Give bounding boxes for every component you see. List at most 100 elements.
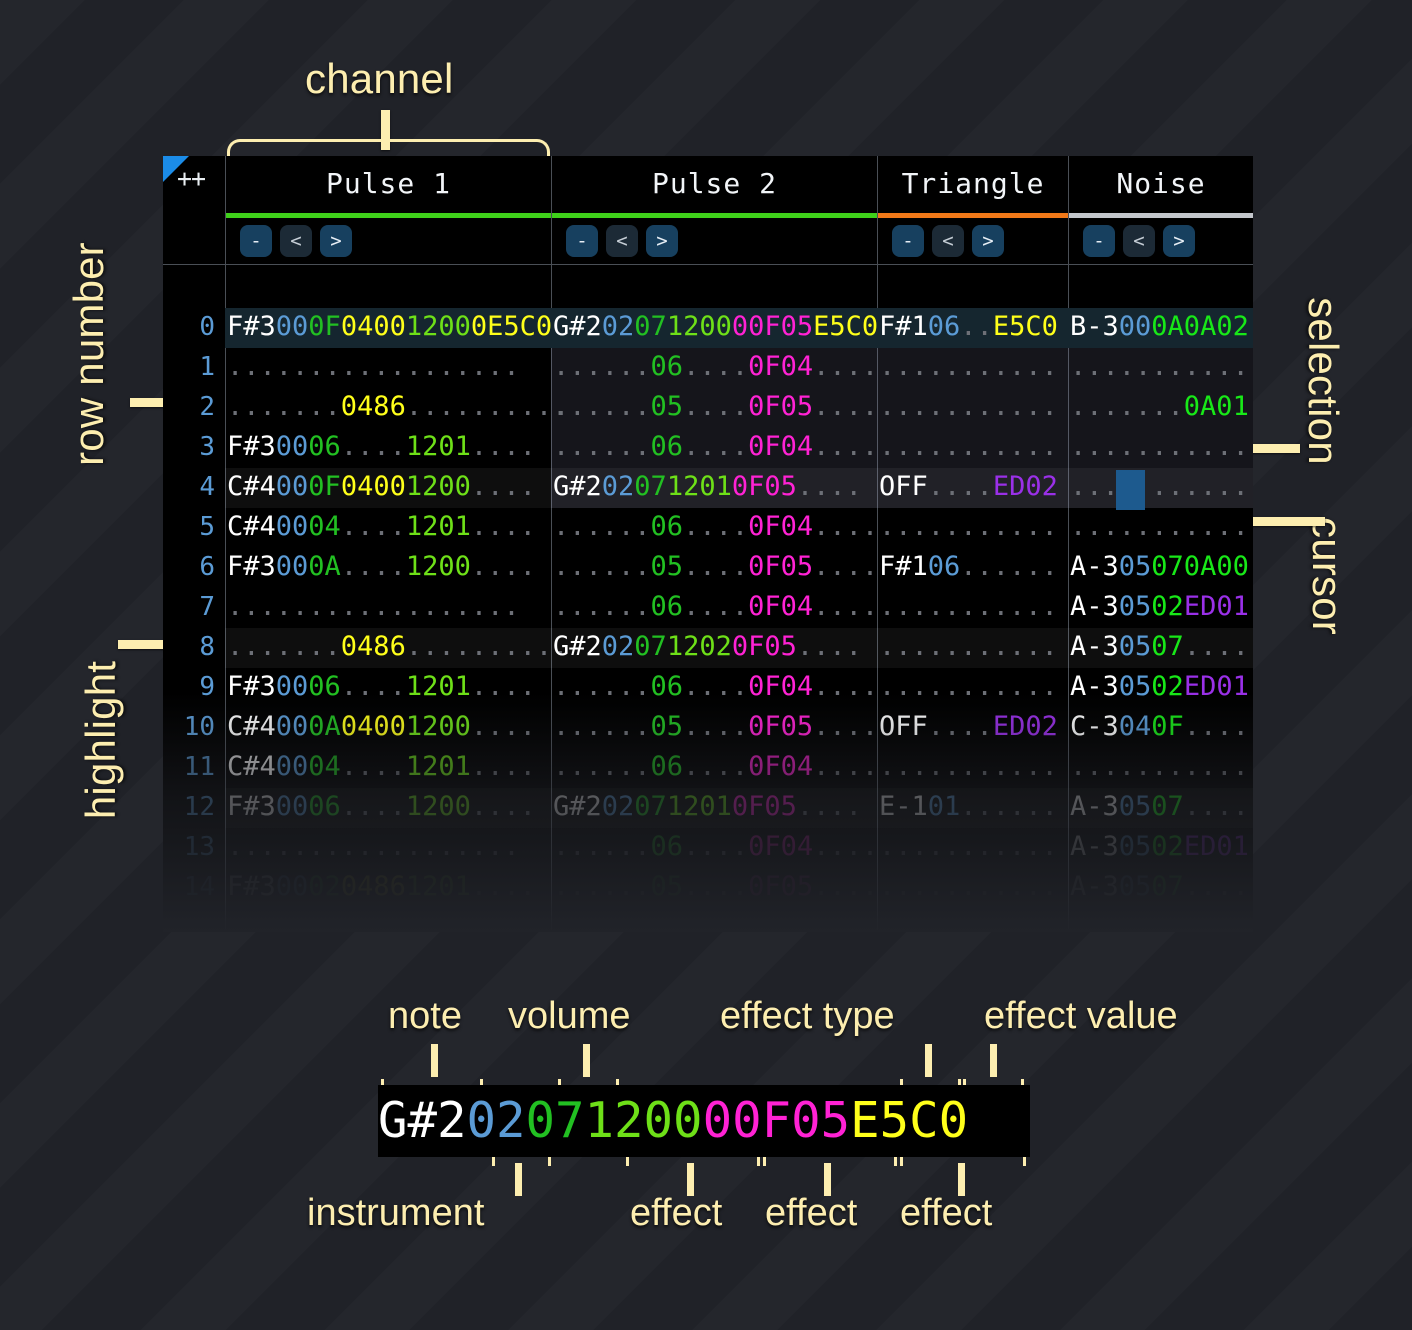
channel-prev-button[interactable]: < (932, 225, 964, 257)
pattern-cell[interactable]: ......05....0F05.... (553, 391, 878, 422)
cell-segment-fx-green: 1200 (666, 311, 732, 342)
channel-bracket (227, 139, 550, 164)
channel-header-pulse-2[interactable]: Pulse 2 - < > (551, 156, 877, 264)
pattern-cell[interactable]: F#106...... (879, 551, 1058, 582)
channel-mute-button[interactable]: - (566, 225, 598, 257)
row-number: 2 (199, 392, 215, 422)
pattern-cell[interactable]: B-3000A0A02 (1070, 311, 1249, 342)
pattern-cell[interactable]: ......05....0F05.... (553, 871, 878, 902)
cell-segment-fx-brgreen: 0F (1151, 711, 1184, 742)
pattern-cell[interactable]: F#3000A....1200.... (227, 551, 536, 582)
pattern-cell[interactable]: F#3000204861201.... (227, 871, 536, 902)
cell-segment-fx-brgreen: 07 (1151, 631, 1184, 662)
pattern-cell[interactable]: OFF....ED02 (879, 471, 1058, 502)
pattern-cell[interactable]: .......0A01 (1070, 391, 1249, 422)
pattern-cell[interactable]: .................. (227, 351, 520, 382)
pattern-cell[interactable]: G#2020712020F05.... (553, 631, 862, 662)
legend-tick-effect-type (925, 1044, 932, 1077)
pattern-cell[interactable]: ........... (879, 831, 1058, 862)
channel-mute-button[interactable]: - (240, 225, 272, 257)
pattern-cell[interactable]: C#4000F04001200.... (227, 471, 536, 502)
pattern-cell[interactable]: ......06....0F04.... (553, 591, 878, 622)
channel-prev-button[interactable]: < (280, 225, 312, 257)
pattern-cell[interactable]: F#30006....1201.... (227, 431, 536, 462)
cell-segment-dots: .... (796, 631, 862, 662)
cell-segment-vol: 07 (634, 471, 667, 502)
pattern-cell[interactable]: ........... (1070, 511, 1249, 542)
pattern-cell[interactable]: G#20207120000F05E5C0 (553, 311, 878, 342)
pattern-cell[interactable]: ......05....0F05.... (553, 551, 878, 582)
pattern-cell[interactable]: ......06....0F04.... (553, 431, 878, 462)
pattern-cell[interactable]: ......06....0F04.... (553, 751, 878, 782)
channel-accent-bar (226, 213, 551, 218)
pattern-cell[interactable]: ........... (879, 511, 1058, 542)
pattern-body[interactable]: 0 F#3000F040012000E5C0 G#20207120000F05E5C… (163, 265, 1253, 932)
channel-prev-button[interactable]: < (606, 225, 638, 257)
channel-header-pulse-1[interactable]: Pulse 1 - < > (225, 156, 551, 264)
pattern-cell[interactable]: ........... (1070, 471, 1249, 502)
cell-segment-fx-yellow: 0E5C0 (470, 311, 553, 342)
pattern-cell[interactable]: F#3000F040012000E5C0 (227, 311, 552, 342)
pattern-cell[interactable]: OFF....ED02 (879, 711, 1058, 742)
pattern-cell[interactable]: ........... (879, 591, 1058, 622)
pattern-cell[interactable]: A-30507.... (1070, 791, 1249, 822)
pattern-cell[interactable]: ......06....0F04.... (553, 671, 878, 702)
pattern-cell[interactable]: A-30507.... (1070, 871, 1249, 902)
pattern-cell[interactable]: F#106..E5C0 (879, 311, 1058, 342)
pattern-cell[interactable]: C#40004....1201.... (227, 511, 536, 542)
pattern-cell[interactable]: G#2020712010F05.... (553, 791, 862, 822)
pattern-cell[interactable]: ......05....0F05.... (553, 711, 878, 742)
channel-prev-button[interactable]: < (1123, 225, 1155, 257)
channel-header-noise[interactable]: Noise - < > (1068, 156, 1253, 264)
pattern-cell[interactable]: ......06....0F04.... (553, 831, 878, 862)
pattern-cell[interactable]: C-3040F.... (1070, 711, 1249, 742)
pattern-cell[interactable]: F#30006....1201.... (227, 671, 536, 702)
channel-next-button[interactable]: > (1163, 225, 1195, 257)
channel-mute-button[interactable]: - (1083, 225, 1115, 257)
pattern-cell[interactable]: ........... (879, 871, 1058, 902)
legend-tick-volume (583, 1044, 590, 1077)
pattern-cell[interactable]: F#30006....1200.... (227, 791, 536, 822)
pattern-cell[interactable]: .......0486.......... (227, 391, 568, 422)
cell-segment-dots: .. (1151, 391, 1184, 422)
pattern-cell[interactable]: ........... (879, 351, 1058, 382)
pattern-cell[interactable]: .................. (227, 591, 520, 622)
pattern-cell[interactable]: G#2020712010F05.... (553, 471, 862, 502)
pattern-cell[interactable]: ......06....0F04.... (553, 351, 878, 382)
edit-cursor[interactable] (1116, 470, 1145, 510)
pattern-cell[interactable]: ........... (879, 631, 1058, 662)
cell-segment-fx-brgreen: 02 (1151, 911, 1184, 932)
pattern-cell[interactable]: ........... (1070, 751, 1249, 782)
pattern-cell[interactable]: A-30502ED01 (1070, 671, 1249, 702)
channel-mute-button[interactable]: - (892, 225, 924, 257)
pattern-cell[interactable]: A-30507.... (1070, 631, 1249, 662)
channel-next-button[interactable]: > (320, 225, 352, 257)
cell-segment-inst: 00 (275, 791, 309, 822)
pattern-cell[interactable]: ........... (1070, 351, 1249, 382)
pattern-cell[interactable]: ........... (1070, 431, 1249, 462)
pattern-cell[interactable]: A-30502ED01 (1070, 831, 1249, 862)
pattern-cell[interactable]: A-30502ED01 (1070, 591, 1249, 622)
pattern-cell[interactable]: C#40004....1201.... (227, 751, 536, 782)
channel-header-triangle[interactable]: Triangle - < > (877, 156, 1068, 264)
pattern-cell[interactable]: .......0486.......... (227, 631, 568, 662)
pattern-cell[interactable]: .................. (227, 831, 520, 862)
pattern-cell[interactable]: C#4000A04001200.... (227, 711, 536, 742)
pattern-cell[interactable]: ........... (879, 671, 1058, 702)
pattern-cell[interactable]: ........... (879, 391, 1058, 422)
pattern-cell[interactable]: ......06....0F04.... (553, 511, 878, 542)
pattern-cell[interactable]: A-305070A00 (1070, 551, 1249, 582)
cell-segment-note: A-3 (1070, 591, 1119, 622)
tracker-panel[interactable]: ++ Pulse 1- < > Pulse 2- < > Triangle - < > Noise -… (163, 156, 1253, 932)
pattern-cell[interactable]: ........... (879, 431, 1058, 462)
cell-segment-fx-brgreen: 0A0A02 (1151, 311, 1249, 342)
cell-segment-vol: 06 (651, 911, 684, 932)
pattern-cell[interactable]: E-101...... (879, 791, 1058, 822)
legend-label-effect-2: effect (765, 1192, 858, 1234)
channel-next-button[interactable]: > (972, 225, 1004, 257)
cell-segment-note: A-3 (1070, 831, 1119, 862)
pattern-cell[interactable]: ........... (879, 751, 1058, 782)
cell-segment-fx-green: 1200 (406, 911, 471, 932)
channel-next-button[interactable]: > (646, 225, 678, 257)
cell-segment-fx-yellow: 0486 (340, 871, 406, 902)
